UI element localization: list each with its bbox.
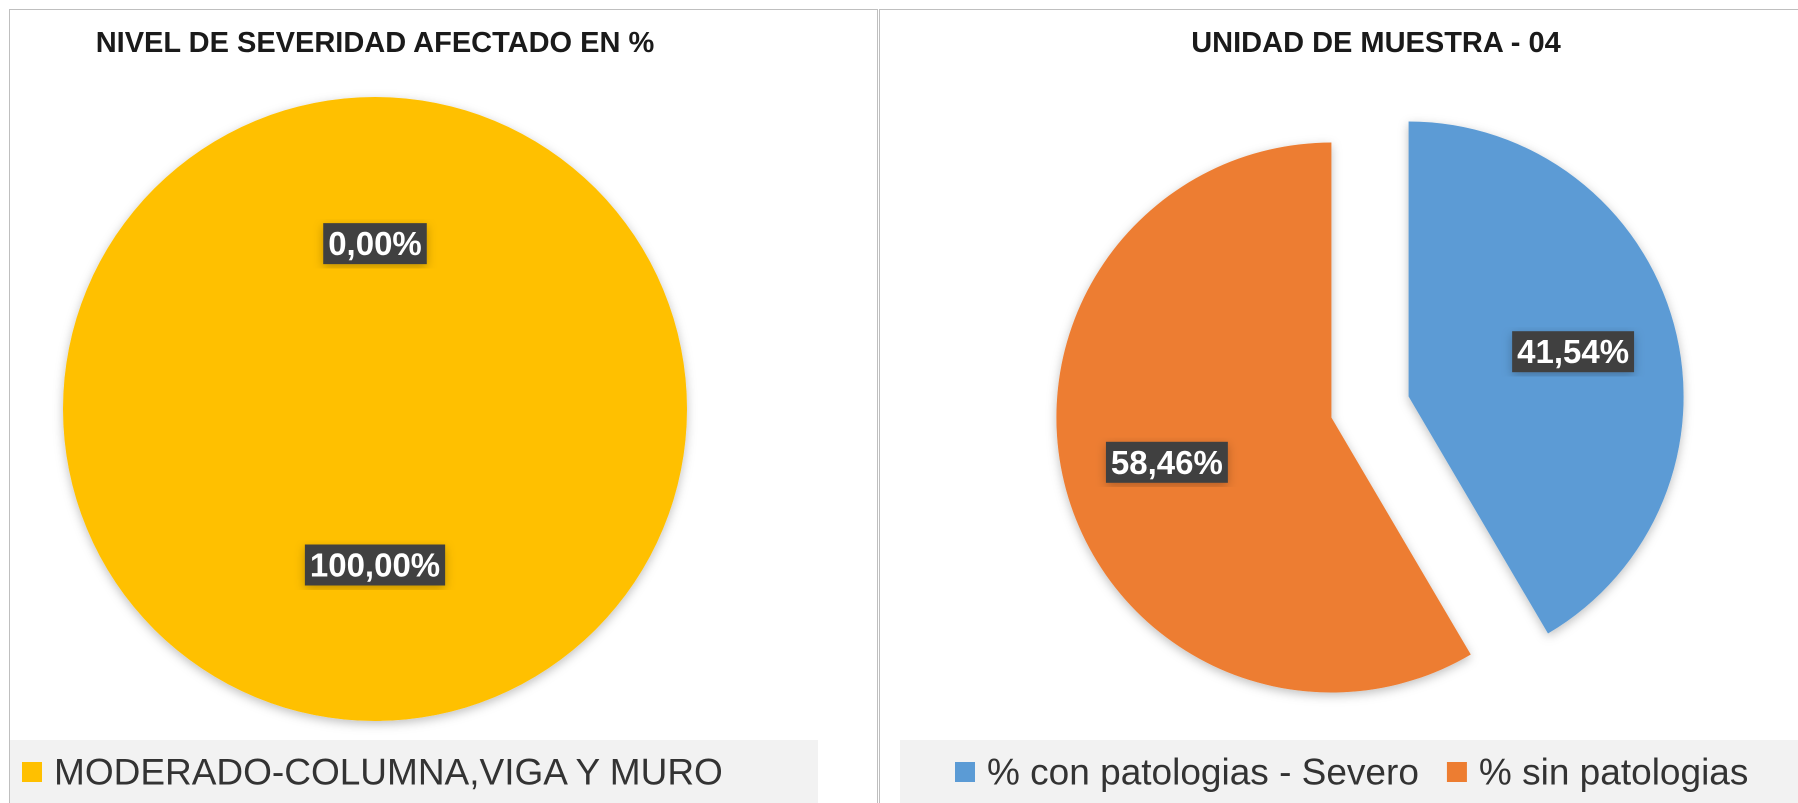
data-label: 0,00% (328, 225, 422, 262)
legend-swatch (1446, 762, 1467, 782)
legend-label: MODERADO-COLUMNA,VIGA Y MURO (54, 752, 723, 793)
legend-bg (900, 740, 1798, 803)
chart: 0,00% 100,00% MODERADO-COLUMNA,VIGA Y MURO (22, 97, 723, 793)
chart-title: UNIDAD DE MUESTRA - 04 (1191, 27, 1561, 59)
data-label-bg (1512, 331, 1635, 373)
pie-slice (1056, 142, 1471, 693)
data-label-bg (323, 223, 427, 265)
pie-slice (63, 97, 687, 721)
legend-swatch (22, 762, 42, 782)
chart: 41,54% 58,46% % con patologias - Severo % s… (955, 121, 1748, 793)
data-label-bg (304, 544, 446, 586)
data-label: 58,46% (1111, 444, 1223, 481)
data-label-bg (1105, 441, 1228, 483)
data-label: 41,54% (1517, 333, 1629, 370)
legend-label: % con patologias - Severo (987, 752, 1419, 793)
legend-label: % sin patologias (1479, 752, 1748, 793)
chart-title: NIVEL DE SEVERIDAD AFECTADO EN % (96, 27, 655, 59)
pie-slice (1408, 121, 1684, 634)
data-label: 100,00% (310, 547, 440, 584)
legend-swatch (955, 762, 975, 782)
legend-bg (10, 740, 818, 803)
